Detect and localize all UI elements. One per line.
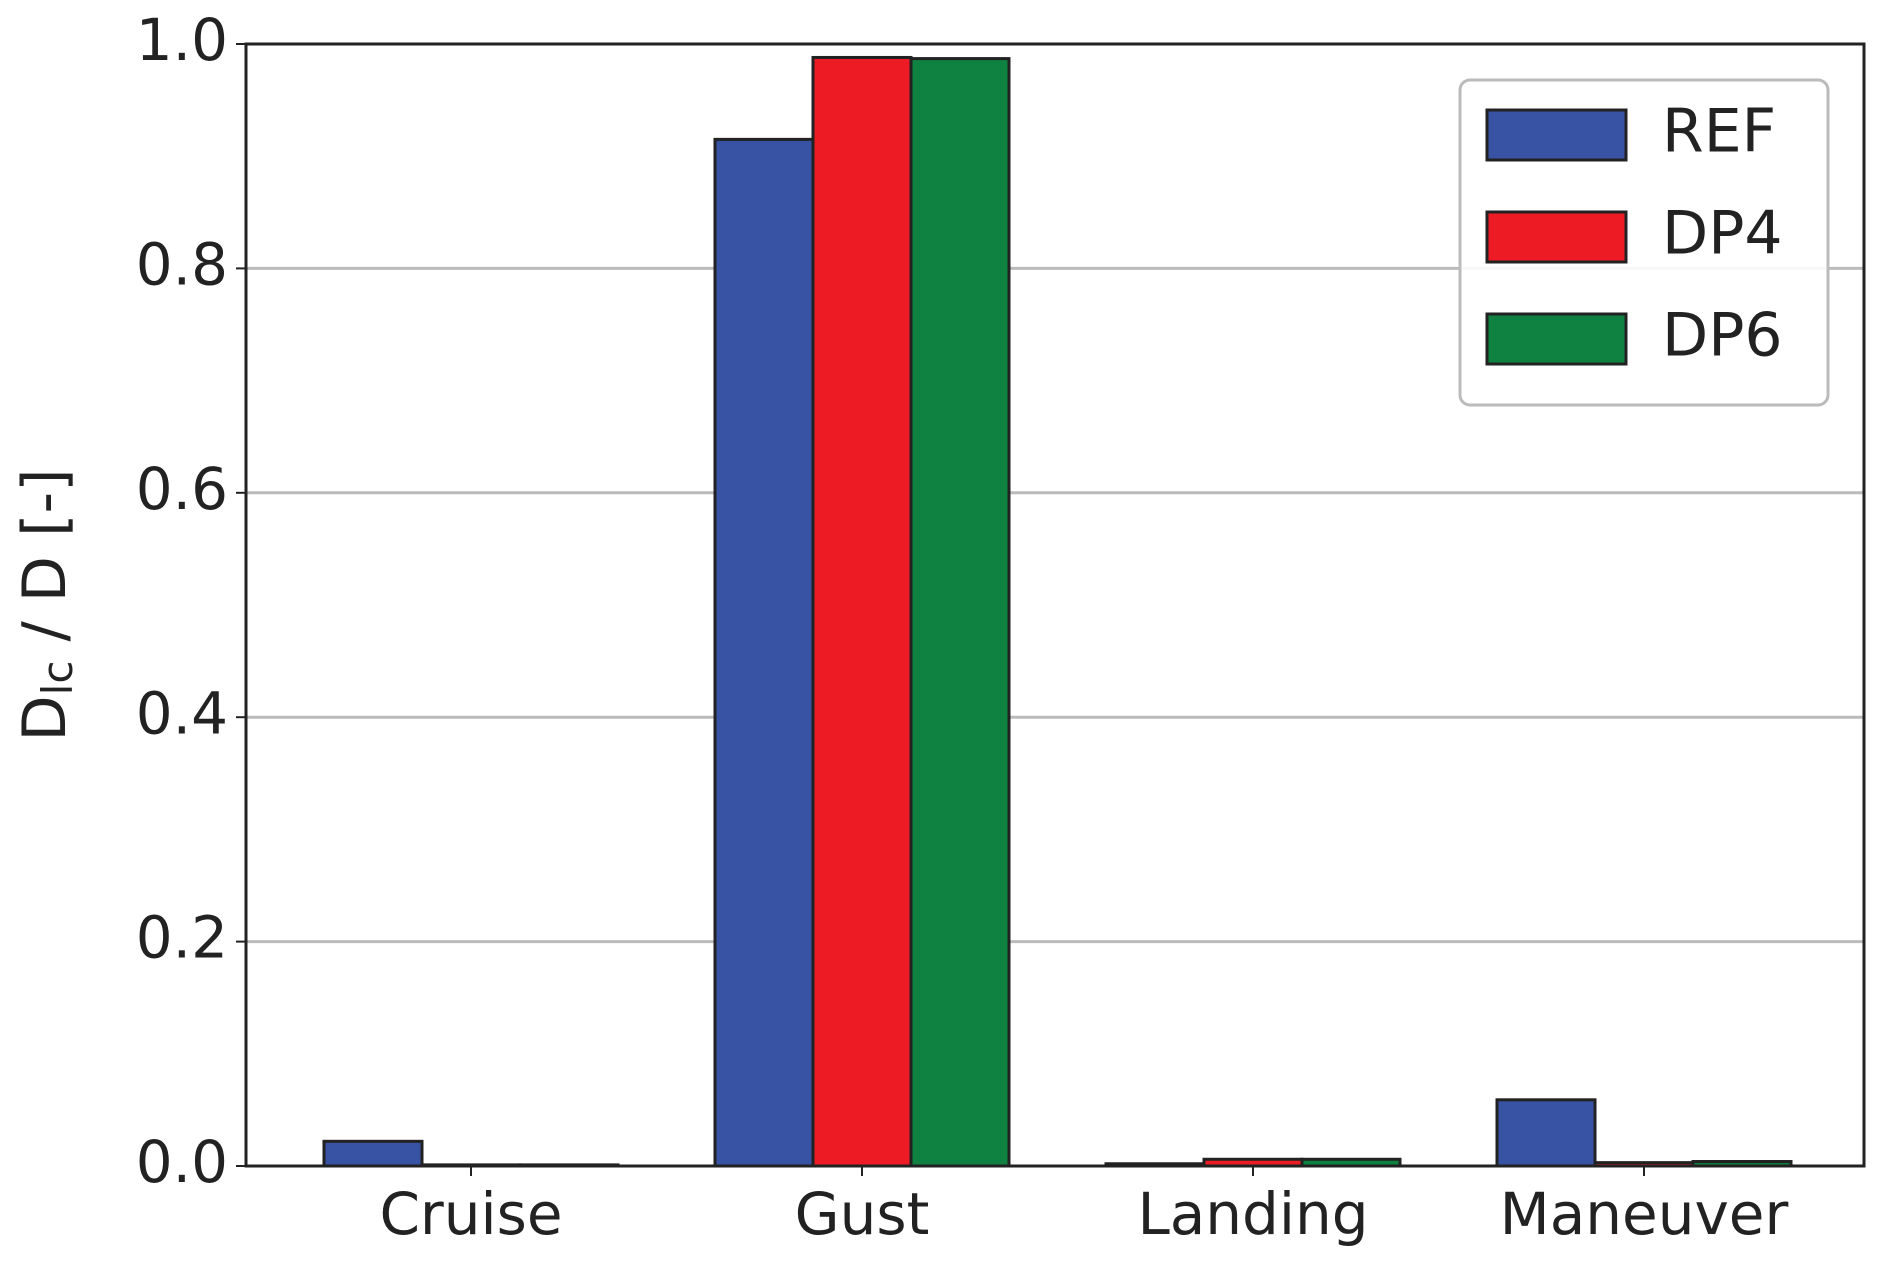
y-tick-label: 1.0: [136, 6, 228, 74]
bar: [909, 57, 1011, 1168]
legend-label: DP6: [1662, 301, 1783, 371]
y-axis-label: Dlc / D [-]: [10, 468, 82, 741]
bar: [1495, 1098, 1597, 1168]
y-tick-label: 0.6: [136, 455, 228, 523]
legend-label: REF: [1662, 97, 1776, 167]
x-tick-label: Maneuver: [1500, 1180, 1789, 1248]
legend-swatch: [1485, 210, 1628, 264]
bar: [322, 1139, 424, 1168]
y-label-sub: lc: [33, 661, 82, 696]
plot-frame: [244, 42, 1866, 1168]
legend-label: DP4: [1662, 199, 1783, 269]
x-tick-label: Landing: [1137, 1180, 1368, 1248]
legend-swatch: [1485, 312, 1628, 366]
y-tick-label: 0.4: [136, 679, 228, 747]
y-label-main: D: [10, 695, 80, 741]
y-tick-label: 0.8: [136, 231, 228, 299]
y-tick-label: 0.0: [136, 1128, 228, 1196]
bar: [811, 55, 913, 1168]
y-tick-label: 0.2: [136, 904, 228, 972]
y-label-rest: / D [-]: [10, 468, 80, 660]
x-tick-label: Cruise: [379, 1180, 562, 1248]
bar: [713, 137, 815, 1168]
legend: REF DP4 DP6: [1458, 78, 1830, 407]
x-tick-label: Gust: [795, 1180, 930, 1248]
legend-swatch: [1485, 108, 1628, 162]
